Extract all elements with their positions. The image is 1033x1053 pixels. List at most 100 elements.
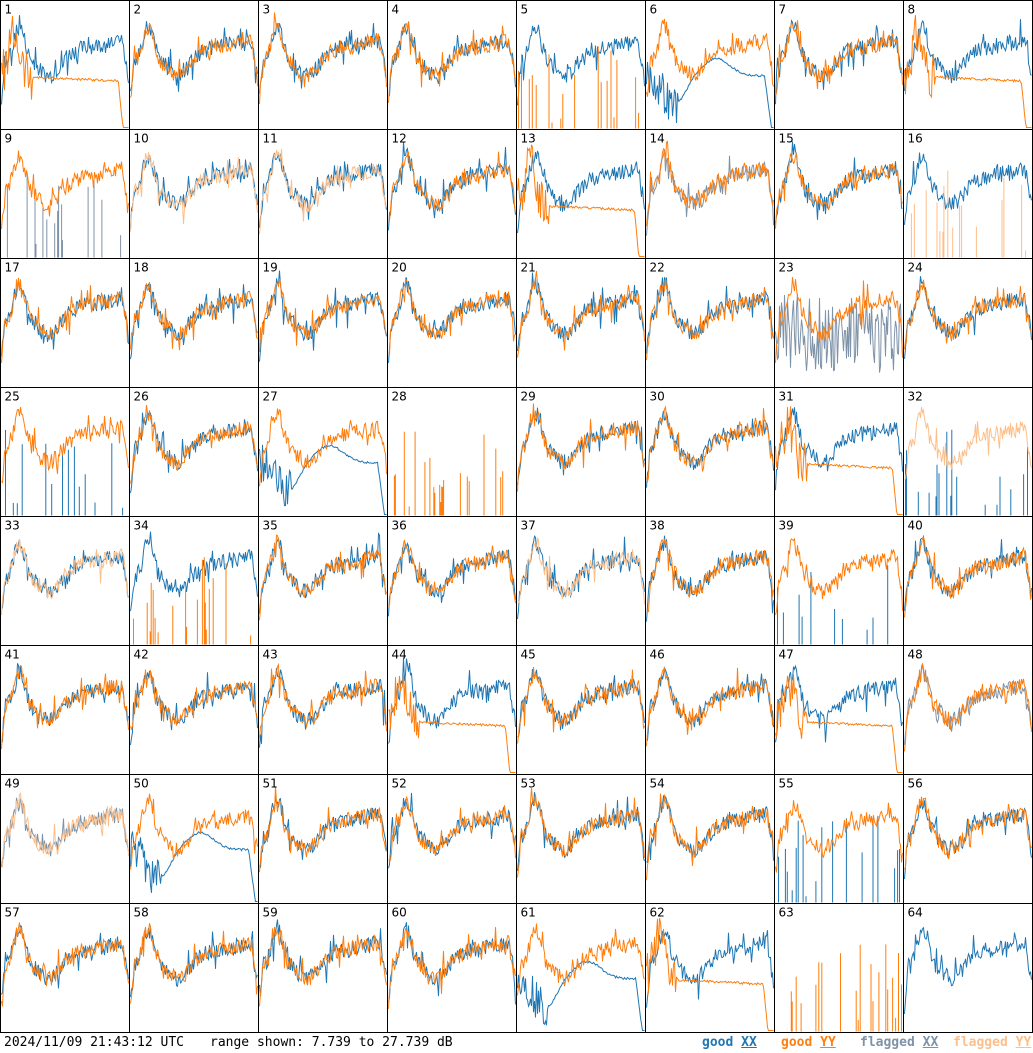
legend-pol: XX bbox=[922, 1035, 939, 1050]
tile-44: 44 bbox=[387, 645, 517, 775]
tile-frame bbox=[774, 903, 904, 1033]
legend-pol: YY bbox=[820, 1035, 836, 1050]
yy-series-line bbox=[775, 537, 903, 615]
tile-51: 51 bbox=[258, 774, 388, 904]
tile-40: 40 bbox=[903, 516, 1033, 646]
tile-3: 3 bbox=[258, 0, 388, 130]
tile-46: 46 bbox=[645, 645, 775, 775]
tile-label: 17 bbox=[5, 261, 20, 275]
xx-series-line bbox=[775, 293, 903, 373]
tile-21: 21 bbox=[516, 258, 646, 388]
tile-25: 25 bbox=[0, 387, 130, 517]
xx-series-line bbox=[388, 792, 516, 869]
legend-quality: good bbox=[781, 1035, 813, 1050]
tile-63: 63 bbox=[774, 903, 904, 1033]
tile-48: 48 bbox=[903, 645, 1033, 775]
yy-series-line bbox=[130, 152, 258, 232]
yy-series-line bbox=[1, 664, 129, 750]
tile-label: 34 bbox=[134, 519, 149, 533]
tile-frame bbox=[903, 0, 1033, 130]
xx-series-line bbox=[259, 532, 387, 614]
tile-label: 15 bbox=[779, 132, 794, 146]
tile-17: 17 bbox=[0, 258, 130, 388]
tile-52: 52 bbox=[387, 774, 517, 904]
tile-label: 49 bbox=[5, 777, 20, 791]
yy-series-line bbox=[259, 149, 387, 235]
yy-series-line bbox=[904, 796, 1032, 870]
tile-label: 20 bbox=[392, 261, 407, 275]
yy-series-line bbox=[646, 405, 774, 483]
tile-frame bbox=[516, 774, 646, 904]
yy-series-line bbox=[130, 793, 258, 870]
tile-label: 26 bbox=[134, 390, 149, 404]
tile-label: 43 bbox=[263, 648, 278, 662]
tile-label: 41 bbox=[5, 648, 20, 662]
xx-series-line bbox=[775, 407, 903, 491]
tile-55: 55 bbox=[774, 774, 904, 904]
legend-good-yy: good YY bbox=[781, 1035, 836, 1050]
tile-label: 58 bbox=[134, 906, 149, 920]
xx-series-line bbox=[388, 277, 516, 363]
tile-label: 2 bbox=[134, 3, 142, 17]
yy-series-line bbox=[775, 406, 903, 515]
tile-label: 38 bbox=[650, 519, 665, 533]
tile-8: 8 bbox=[903, 0, 1033, 130]
yy-series-line bbox=[517, 403, 645, 492]
tile-50: 50 bbox=[129, 774, 259, 904]
yy-series-line bbox=[910, 170, 1027, 258]
tile-frame bbox=[0, 258, 130, 388]
tile-label: 37 bbox=[521, 519, 536, 533]
yy-series-line bbox=[1, 150, 129, 230]
tile-frame bbox=[129, 774, 259, 904]
tile-38: 38 bbox=[645, 516, 775, 646]
tile-frame bbox=[387, 258, 517, 388]
xx-series-line bbox=[778, 815, 900, 903]
yy-series-line bbox=[1, 922, 129, 1007]
tile-frame bbox=[258, 774, 388, 904]
xx-series-line bbox=[777, 565, 889, 645]
xx-series-line bbox=[259, 444, 387, 515]
tile-47: 47 bbox=[774, 645, 904, 775]
tile-20: 20 bbox=[387, 258, 517, 388]
tile-frame bbox=[645, 903, 775, 1033]
yy-series-line bbox=[517, 144, 645, 257]
tile-label: 23 bbox=[779, 261, 794, 275]
yy-series-line bbox=[904, 663, 1032, 752]
tile-frame bbox=[258, 387, 388, 517]
tile-label: 59 bbox=[263, 906, 278, 920]
tile-label: 13 bbox=[521, 132, 536, 146]
tile-39: 39 bbox=[774, 516, 904, 646]
xx-series-line bbox=[388, 657, 516, 744]
tile-label: 56 bbox=[908, 777, 923, 791]
tile-label: 10 bbox=[134, 132, 149, 146]
xx-series-line bbox=[646, 410, 774, 488]
yy-series-line bbox=[646, 538, 774, 613]
yy-series-line bbox=[388, 539, 516, 608]
tile-label: 61 bbox=[521, 906, 536, 920]
tile-label: 8 bbox=[908, 3, 916, 17]
yy-series-line bbox=[130, 404, 258, 484]
tile-7: 7 bbox=[774, 0, 904, 130]
tile-label: 48 bbox=[908, 648, 923, 662]
tile-label: 14 bbox=[650, 132, 665, 146]
xx-series-line bbox=[905, 429, 1028, 516]
footer-bar: 2024/11/09 21:43:12 UTC range shown: 7.7… bbox=[0, 1033, 1033, 1053]
tile-label: 12 bbox=[392, 132, 407, 146]
legend-pol: XX bbox=[741, 1035, 757, 1050]
yy-series-line bbox=[259, 408, 387, 487]
tile-27: 27 bbox=[258, 387, 388, 517]
yy-series-line bbox=[1, 538, 129, 616]
yy-series-line bbox=[393, 431, 504, 516]
yy-series-line bbox=[517, 270, 645, 358]
xx-series-line bbox=[517, 150, 645, 234]
tile-60: 60 bbox=[387, 903, 517, 1033]
tile-label: 46 bbox=[650, 648, 665, 662]
xx-series-line bbox=[646, 795, 774, 864]
tile-label: 60 bbox=[392, 906, 407, 920]
tile-54: 54 bbox=[645, 774, 775, 904]
tile-frame bbox=[774, 774, 904, 904]
tile-42: 42 bbox=[129, 645, 259, 775]
xx-series-line bbox=[517, 272, 645, 351]
xx-series-line bbox=[517, 407, 645, 485]
yy-series-line bbox=[517, 666, 645, 744]
